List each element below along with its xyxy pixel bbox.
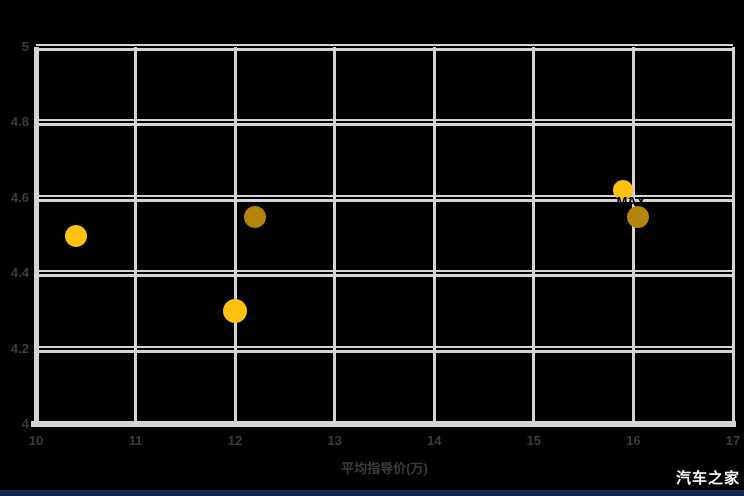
- horizontal-gridline: [36, 119, 733, 127]
- x-axis-title: 平均指导价(万): [341, 461, 428, 476]
- data-point[interactable]: [613, 180, 634, 201]
- data-point[interactable]: [223, 298, 248, 323]
- x-axis-line: [31, 421, 736, 427]
- watermark-autohome: 汽车之家: [675, 470, 740, 487]
- vertical-gridline: [134, 47, 138, 424]
- horizontal-gridline: [36, 270, 733, 278]
- horizontal-gridline: [36, 345, 733, 353]
- x-tick-label: 13: [327, 433, 342, 448]
- horizontal-gridline: [36, 44, 733, 51]
- vertical-gridline: [333, 47, 337, 424]
- bottom-bar: [0, 490, 744, 496]
- data-point[interactable]: [64, 224, 87, 247]
- y-tick-label: 4: [21, 416, 29, 431]
- data-point[interactable]: [244, 205, 267, 228]
- x-tick-label: 10: [28, 433, 44, 448]
- vertical-gridline: [432, 47, 436, 424]
- y-tick-label: 4.6: [10, 189, 29, 205]
- y-tick-label: 5: [21, 39, 29, 54]
- x-tick-label: 11: [128, 433, 143, 448]
- horizontal-gridline: [36, 194, 733, 202]
- vertical-gridline: [33, 47, 39, 424]
- y-tick-label: 4.4: [10, 265, 29, 281]
- x-tick-label: 16: [626, 433, 641, 448]
- x-tick-label: 12: [227, 433, 243, 448]
- y-tick-label: 4.8: [10, 114, 29, 130]
- x-tick-label: 14: [427, 433, 442, 448]
- vertical-gridline: [233, 47, 237, 424]
- data-point-label: MAX: [616, 194, 646, 210]
- y-tick-label: 4.2: [10, 340, 29, 356]
- x-tick-label: 17: [725, 433, 741, 448]
- vertical-gridline: [731, 47, 735, 424]
- data-point[interactable]: [627, 205, 650, 228]
- x-tick-label: 15: [526, 433, 542, 448]
- vertical-gridline: [631, 47, 635, 424]
- vertical-gridline: [532, 47, 536, 424]
